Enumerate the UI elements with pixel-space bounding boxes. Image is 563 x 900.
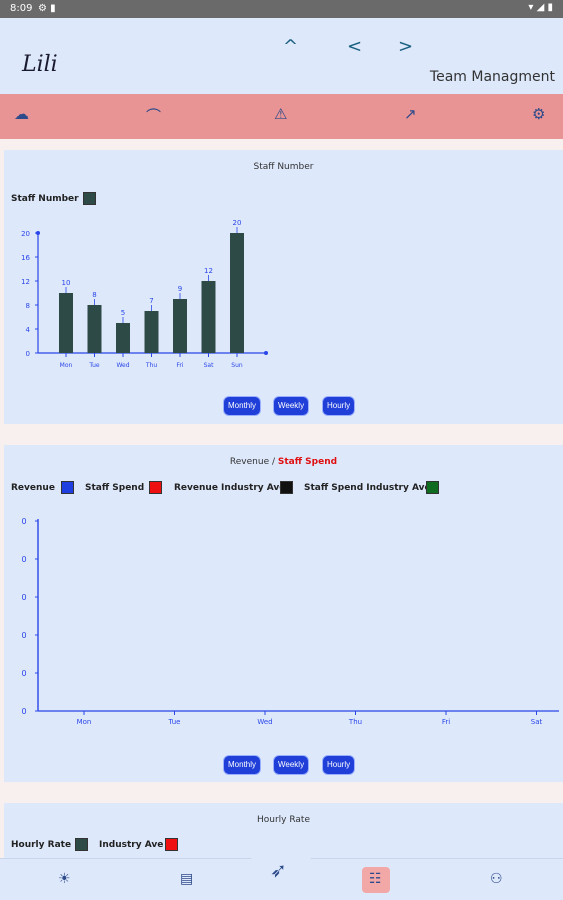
x-tick-label: Sat xyxy=(531,718,543,726)
staff-monthly-button[interactable]: Monthly xyxy=(223,396,262,416)
bar-value-label: 10 xyxy=(62,279,71,287)
y-tick-label: 8 xyxy=(26,302,30,310)
staff-spend-industry-legend-label: Staff Spend Industry Ave xyxy=(304,483,431,493)
bar-value-label: 20 xyxy=(233,219,242,227)
revenue-hourly-button[interactable]: Hourly xyxy=(322,755,356,775)
forward-arrow-icon[interactable]: > xyxy=(398,36,414,57)
x-tick-label: Wed xyxy=(116,362,129,369)
status-right-icons: ▾ ◢ ▮ xyxy=(528,2,553,13)
staff-legend-swatch xyxy=(83,192,96,205)
staff-hourly-button[interactable]: Hourly xyxy=(322,396,356,416)
status-bar: 8:09 ⚙ ▮ ▾ ◢ ▮ xyxy=(0,0,563,18)
revenue-weekly-button[interactable]: Weekly xyxy=(273,755,310,775)
revenue-title-part2: Staff Spend xyxy=(277,457,338,467)
rocket-button[interactable]: ➶ xyxy=(248,842,314,900)
x-tick-label: Tue xyxy=(168,718,181,726)
x-tick-label: Mon xyxy=(60,362,73,369)
industry-ave-legend-label: Industry Ave xyxy=(99,840,164,850)
warning-icon[interactable]: ⚠ xyxy=(274,105,288,123)
x-axis-end-dot xyxy=(264,351,268,355)
app-logo: Lili xyxy=(22,52,58,77)
bar xyxy=(173,299,187,353)
industry-ave-legend-swatch xyxy=(165,838,178,851)
back-arrow-icon[interactable]: < xyxy=(347,36,363,57)
settings-icon[interactable]: ⚙ xyxy=(532,105,546,123)
user-settings-icon[interactable]: ⚇ xyxy=(490,871,503,887)
bar xyxy=(116,323,130,353)
status-icons: ⚙ ▮ xyxy=(38,3,56,14)
y-tick-label: 12 xyxy=(21,278,30,286)
x-tick-label: Fri xyxy=(442,718,450,726)
up-arrow-icon[interactable]: ^ xyxy=(283,36,299,57)
team-icon[interactable]: ☷ xyxy=(369,871,382,887)
staff-spend-legend-swatch xyxy=(149,481,162,494)
bar xyxy=(201,281,216,353)
x-tick-label: Fri xyxy=(176,362,183,369)
x-tick-label: Sun xyxy=(231,362,243,369)
y-tick-label: 0 xyxy=(21,517,26,526)
bar xyxy=(144,311,159,353)
revenue-industry-legend-swatch xyxy=(280,481,293,494)
y-tick-label: 0 xyxy=(21,631,26,640)
staff-bar-chart: 0 4 8 12 16 20 10 Mon 8 Tue 5 Wed 7 Thu 9 Fri 12 Sat 20 Sun xyxy=(21,219,268,369)
revenue-industry-legend-label: Revenue Industry Ave xyxy=(174,483,286,493)
revenue-card-title: Revenue / Staff Spend xyxy=(4,457,563,467)
x-tick-label: Thu xyxy=(145,362,157,369)
y-tick-label: 20 xyxy=(21,230,30,238)
staff-spend-legend-label: Staff Spend xyxy=(85,483,145,493)
bar xyxy=(230,233,244,353)
status-time: 8:09 xyxy=(10,3,33,14)
chart-icon[interactable]: ↗ xyxy=(404,105,417,123)
y-tick-label: 0 xyxy=(26,350,30,358)
hourly-rate-legend-label: Hourly Rate xyxy=(11,840,72,850)
y-tick-label: 4 xyxy=(26,326,31,334)
bar-value-label: 5 xyxy=(121,309,125,317)
y-tick-label: 16 xyxy=(21,254,30,262)
revenue-legend-swatch xyxy=(61,481,74,494)
x-tick-label: Mon xyxy=(77,718,92,726)
y-tick-label: 0 xyxy=(21,555,26,564)
y-tick-label: 0 xyxy=(21,669,26,678)
team-tab-active[interactable]: ☷ xyxy=(362,867,390,893)
y-tick-label: 0 xyxy=(21,707,26,716)
bar xyxy=(59,293,73,353)
rocket-icon: ➶ xyxy=(270,858,287,882)
cloud-sync-icon[interactable]: ☁ xyxy=(14,105,29,123)
staff-card-title: Staff Number xyxy=(253,162,314,172)
hourly-rate-legend-swatch xyxy=(75,838,88,851)
bar xyxy=(87,305,102,353)
document-icon[interactable]: ▤ xyxy=(180,871,194,887)
y-tick-label: 0 xyxy=(21,593,26,602)
bar-value-label: 9 xyxy=(178,285,182,293)
screen-title: Team Managment xyxy=(429,69,555,85)
staff-weekly-button[interactable]: Weekly xyxy=(273,396,310,416)
staff-spend-industry-legend-swatch xyxy=(426,481,439,494)
hourly-card-title: Hourly Rate xyxy=(256,815,310,825)
x-tick-label: Sat xyxy=(204,362,214,369)
revenue-monthly-button[interactable]: Monthly xyxy=(223,755,262,775)
bar-value-label: 12 xyxy=(204,267,213,275)
revenue-title-part1: Revenue / xyxy=(229,457,276,467)
x-tick-label: Thu xyxy=(348,718,362,726)
x-tick-label: Tue xyxy=(88,362,100,369)
toolbar: ☁ ⌒ ⚠ ↗ ⚙ xyxy=(0,94,563,139)
bar-value-label: 7 xyxy=(149,297,153,305)
app-header: Lili ^ < > Team Managment xyxy=(0,18,563,94)
staff-number-card: Staff Number Staff Number 0 4 8 12 16 20 10 Mon… xyxy=(4,150,563,424)
sun-icon[interactable]: ☀ xyxy=(58,871,71,887)
bar-value-label: 8 xyxy=(92,291,96,299)
x-tick-label: Wed xyxy=(257,718,272,726)
staff-legend-label: Staff Number xyxy=(11,194,79,204)
revenue-card: Revenue / Staff Spend Revenue Staff Spen… xyxy=(4,445,563,782)
revenue-line-chart: 0 0 0 0 0 0 Mon Tue Wed Thu Fri Sat xyxy=(21,517,559,726)
hanger-icon[interactable]: ⌒ xyxy=(146,107,162,125)
revenue-legend-label: Revenue xyxy=(11,483,55,493)
